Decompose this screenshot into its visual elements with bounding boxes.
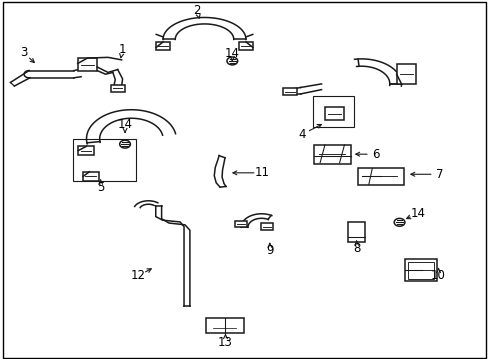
Text: 13: 13: [218, 336, 232, 349]
Bar: [405, 259, 436, 282]
Bar: [111, 85, 124, 92]
Text: 6: 6: [371, 148, 379, 161]
Circle shape: [226, 57, 237, 65]
Bar: [313, 145, 350, 163]
Bar: [283, 88, 296, 95]
Text: 4: 4: [298, 128, 305, 141]
Text: 11: 11: [255, 166, 269, 179]
Bar: [235, 221, 246, 227]
Text: 14: 14: [409, 207, 425, 220]
Bar: [83, 172, 99, 181]
Text: 5: 5: [97, 181, 104, 194]
Circle shape: [393, 219, 404, 226]
Text: 12: 12: [131, 269, 145, 282]
Bar: [325, 107, 343, 121]
Text: 8: 8: [352, 242, 360, 255]
Bar: [156, 42, 169, 50]
Bar: [312, 96, 353, 127]
Text: 9: 9: [265, 244, 273, 257]
Bar: [78, 146, 94, 155]
Bar: [206, 319, 244, 333]
Bar: [357, 168, 404, 185]
Bar: [261, 223, 272, 230]
Bar: [407, 262, 433, 279]
Bar: [396, 64, 415, 84]
Text: 14: 14: [117, 118, 132, 131]
Bar: [73, 139, 136, 181]
Text: 3: 3: [20, 46, 27, 59]
Bar: [239, 42, 252, 50]
Text: 14: 14: [224, 46, 239, 59]
Bar: [347, 222, 365, 242]
Text: 2: 2: [193, 4, 200, 17]
Circle shape: [120, 140, 130, 148]
Bar: [78, 58, 97, 71]
Text: 1: 1: [119, 43, 126, 56]
Text: 7: 7: [435, 168, 443, 181]
Text: 10: 10: [430, 269, 445, 282]
